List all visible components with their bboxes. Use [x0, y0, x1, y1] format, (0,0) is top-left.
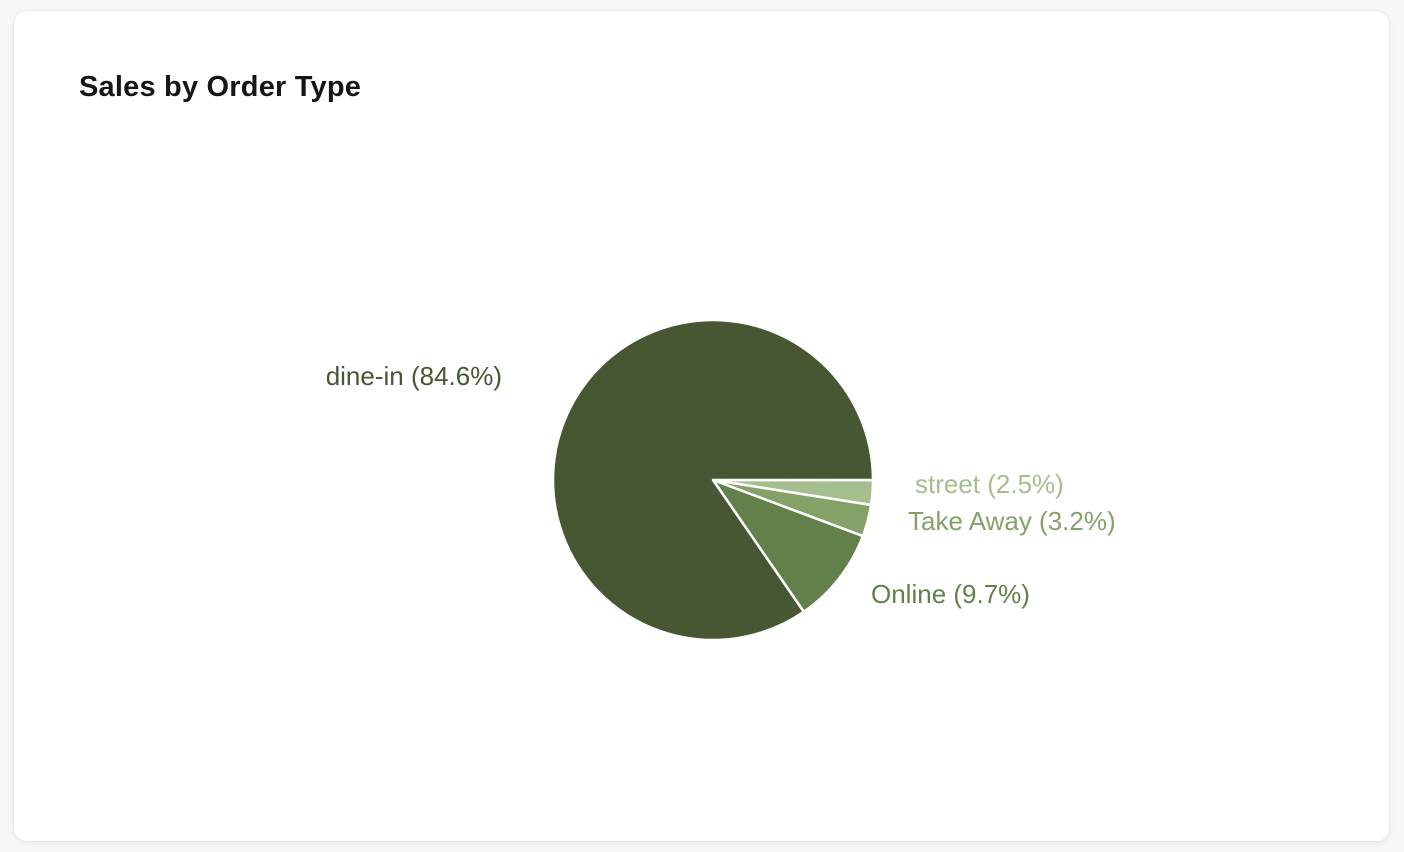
pie-label-take-away: Take Away (3.2%): [908, 506, 1116, 536]
pie-label-online: Online (9.7%): [871, 579, 1030, 609]
card-title: Sales by Order Type: [79, 71, 362, 103]
pie-label-street: street (2.5%): [915, 469, 1064, 499]
pie-slice-online[interactable]: [711, 478, 865, 614]
pie-chart: [551, 318, 875, 642]
pie-slice-dine-in[interactable]: [551, 318, 875, 642]
pie-label-dine-in: dine-in (84.6%): [325, 361, 502, 391]
sales-by-order-type-card: Sales by Order Type street (2.5%) Take A…: [13, 10, 1390, 842]
